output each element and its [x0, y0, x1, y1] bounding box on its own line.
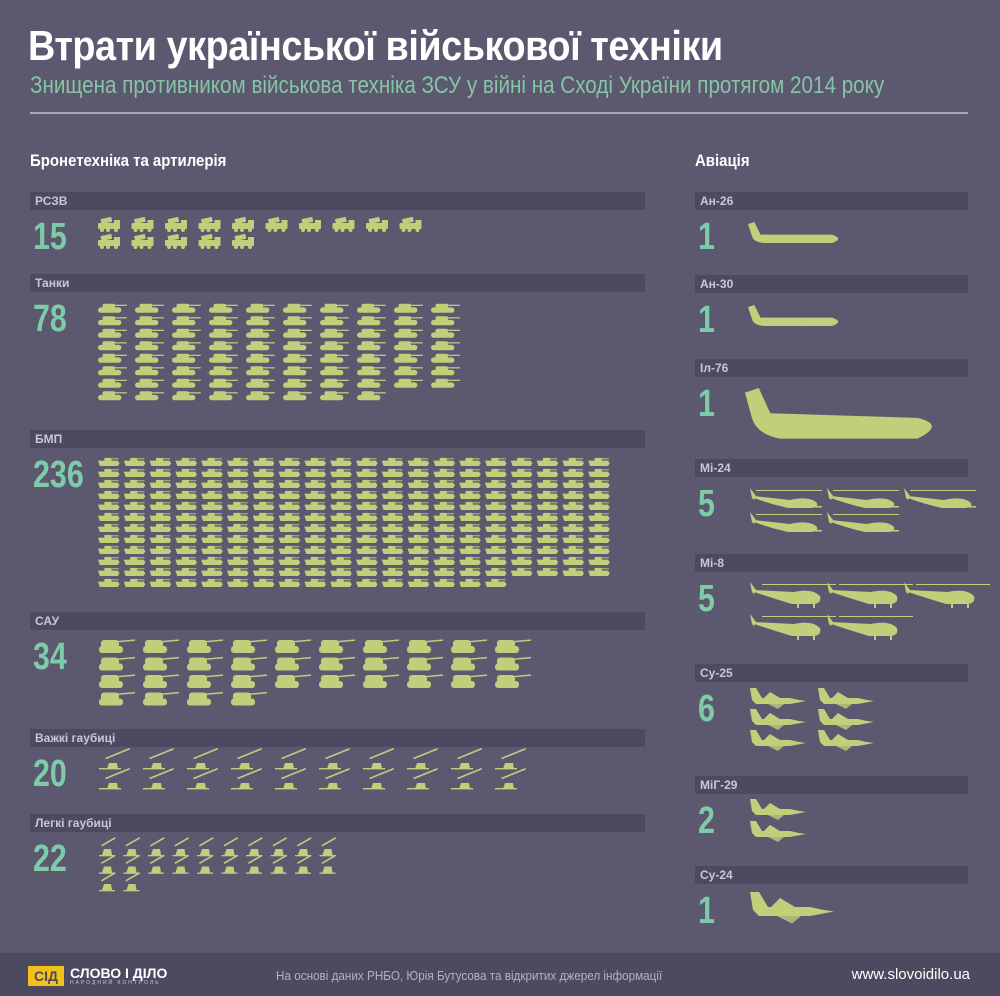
logo-name: СЛОВО І ДІЛО [70, 964, 168, 981]
category-label: Ан-26 [695, 192, 968, 210]
logo-mark: СІД [28, 966, 64, 986]
category-label: Танки [30, 274, 645, 292]
source-note: На основі даних РНБО, Юрія Бутусова та в… [276, 968, 663, 983]
category-count: 5 [698, 578, 715, 620]
category-label: Іл-76 [695, 359, 968, 377]
category-label: Важкі гаубиці [30, 729, 645, 747]
category-label: САУ [30, 612, 645, 630]
divider [30, 112, 968, 114]
category-label: Су-25 [695, 664, 968, 682]
page-title: Втрати української військової техніки [28, 22, 723, 69]
footer [0, 953, 1000, 996]
jet-icon [750, 892, 834, 924]
category-label: Ан-30 [695, 275, 968, 293]
category-count: 1 [698, 216, 715, 258]
category-count: 15 [33, 216, 67, 258]
left-column-heading: Бронетехніка та артилерія [30, 151, 227, 170]
category-label: Мі-8 [695, 554, 968, 572]
right-column-heading: Авіація [695, 151, 750, 170]
category-count: 78 [33, 298, 67, 340]
category-label: БМП [30, 430, 645, 448]
category-count: 34 [33, 636, 67, 678]
logo[interactable]: СІД СЛОВО І ДІЛО НАРОДНИЙ КОНТРОЛЬ [28, 966, 167, 986]
category-count: 1 [698, 890, 715, 932]
category-label: Мі-24 [695, 459, 968, 477]
category-label: МіГ-29 [695, 776, 968, 794]
website-link[interactable]: www.slovoidilo.ua [851, 966, 970, 983]
category-count: 22 [33, 838, 67, 880]
page-subtitle: Знищена противником військова техніка ЗС… [30, 72, 885, 99]
logo-tagline: НАРОДНИЙ КОНТРОЛЬ [70, 979, 161, 986]
category-count: 6 [698, 688, 715, 730]
category-count: 236 [33, 454, 84, 496]
category-count: 5 [698, 483, 715, 525]
category-count: 1 [698, 383, 715, 425]
category-label: Легкі гаубиці [30, 814, 645, 832]
category-count: 1 [698, 299, 715, 341]
category-label: РСЗВ [30, 192, 645, 210]
category-count: 2 [698, 800, 715, 842]
category-label: Су-24 [695, 866, 968, 884]
category-count: 20 [33, 753, 67, 795]
